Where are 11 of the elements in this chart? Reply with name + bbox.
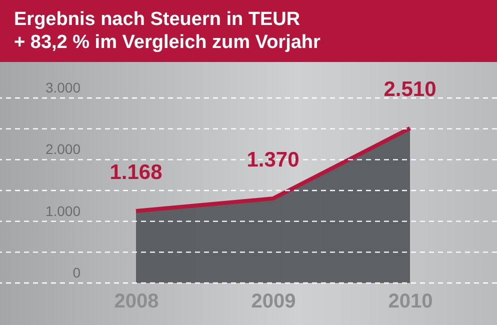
data-label: 2.510 xyxy=(384,78,436,102)
x-tick-label: 2009 xyxy=(251,290,296,312)
y-tick-label: 2.000 xyxy=(45,141,81,158)
chart-title: Ergebnis nach Steuern in TEUR xyxy=(14,8,302,31)
data-label: 1.168 xyxy=(110,160,163,184)
data-label: 1.370 xyxy=(246,148,300,172)
y-tick-label: 3.000 xyxy=(45,80,81,96)
chart-subtitle: + 83,2 % im Vergleich zum Vorjahr xyxy=(14,31,322,54)
y-tick-label: 0 xyxy=(72,264,81,280)
y-tick-label: 1.000 xyxy=(45,202,81,219)
x-tick-label: 2010 xyxy=(388,290,433,312)
